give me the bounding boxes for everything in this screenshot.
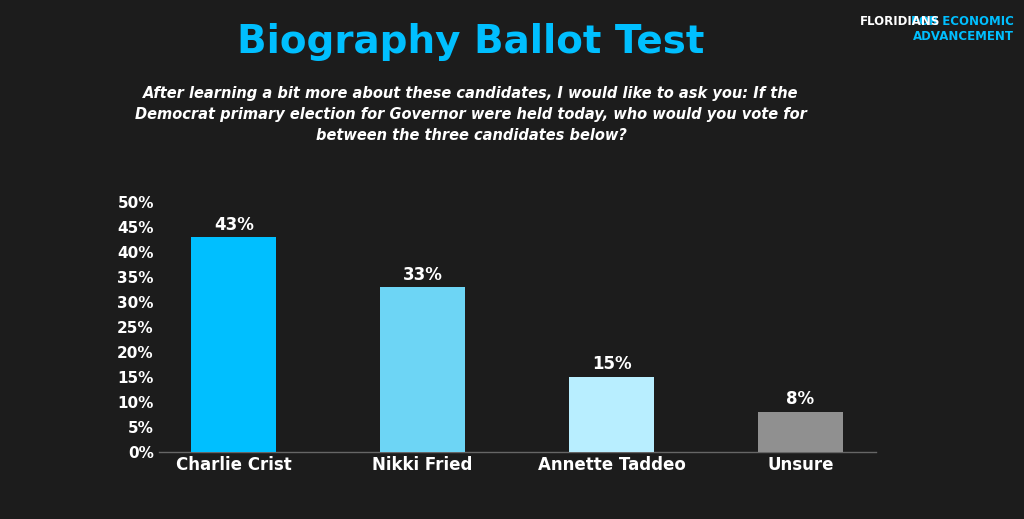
Text: FOR ECONOMIC
ADVANCEMENT: FOR ECONOMIC ADVANCEMENT [911, 15, 1014, 43]
Bar [191, 237, 276, 452]
Bar [380, 287, 465, 452]
Bar [758, 412, 843, 452]
Text: After learning a bit more about these candidates, I would like to ask you: If th: After learning a bit more about these ca… [135, 86, 807, 143]
Text: FLORIDIANS: FLORIDIANS [860, 15, 940, 28]
Text: 33%: 33% [402, 266, 442, 283]
Text: 15%: 15% [592, 356, 632, 373]
Text: Biography Ballot Test: Biography Ballot Test [238, 23, 705, 61]
Text: 43%: 43% [214, 216, 254, 234]
Bar [569, 377, 654, 452]
Text: 8%: 8% [786, 390, 814, 408]
